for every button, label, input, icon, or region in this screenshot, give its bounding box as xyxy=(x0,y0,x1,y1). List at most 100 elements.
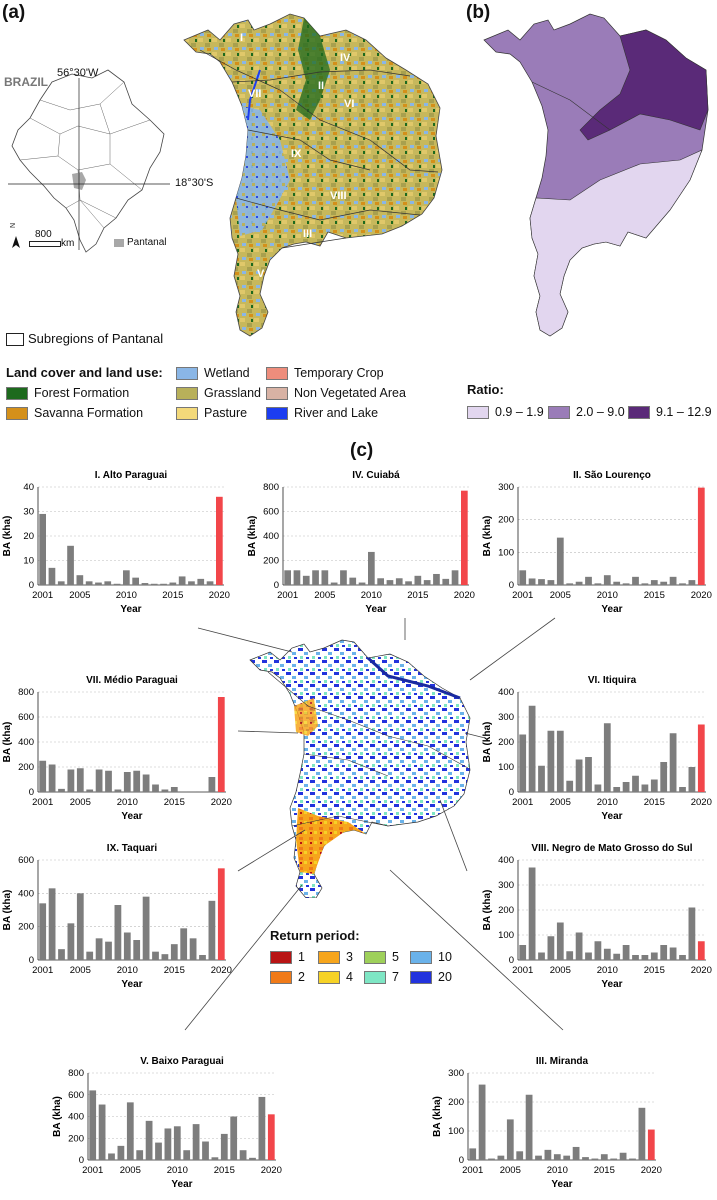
bar xyxy=(556,922,564,960)
bar xyxy=(669,576,677,585)
bar xyxy=(98,1104,106,1160)
bar xyxy=(48,567,56,585)
bar xyxy=(566,780,574,792)
bar xyxy=(95,582,102,585)
ratio-legend-mid: 2.0 – 9.0 xyxy=(548,405,625,419)
brazil-outline xyxy=(11,69,165,253)
bar xyxy=(169,582,177,585)
rp-legend-5: 5 xyxy=(364,950,399,964)
chart-miranda: III. Miranda 0 100 200 300 2001 2005 2010 2015 20… xyxy=(432,1056,662,1190)
subregion-label-i: I xyxy=(240,32,244,44)
bar xyxy=(132,577,139,585)
bar xyxy=(58,949,65,960)
bar xyxy=(538,579,545,585)
legend-swatch xyxy=(270,970,292,984)
bar xyxy=(216,496,223,585)
bar xyxy=(613,581,621,585)
y-axis-label: BA (kha) xyxy=(2,722,13,763)
y-axis-label: BA (kha) xyxy=(432,1096,443,1137)
bar xyxy=(358,582,366,585)
bar xyxy=(395,578,403,585)
y-tick-label: 400 xyxy=(18,888,34,899)
y-tick-label: 200 xyxy=(498,905,514,916)
subregion-label-vi: VI xyxy=(344,98,355,110)
x-tick-label: 2001 xyxy=(512,965,533,976)
bar xyxy=(230,1116,238,1160)
y-tick-label: 400 xyxy=(498,687,514,698)
panel-label-b: (b) xyxy=(466,2,491,23)
bar xyxy=(133,770,141,792)
y-tick-label: 600 xyxy=(18,855,34,866)
bar xyxy=(566,583,574,585)
legend-swatch xyxy=(467,405,489,419)
x-tick-label: 2005 xyxy=(120,1165,141,1176)
y-tick-label: 0 xyxy=(274,580,279,591)
x-tick-label: 2005 xyxy=(550,590,571,601)
legend-swatch xyxy=(364,950,386,964)
north-arrow-icon xyxy=(12,236,20,248)
pantanal-legend-label: Pantanal xyxy=(127,237,167,248)
x-tick-label: 2005 xyxy=(500,1165,521,1176)
scale-unit: km xyxy=(61,238,75,249)
legend-swatch xyxy=(6,406,28,420)
bar xyxy=(123,932,131,960)
y-tick-label: 200 xyxy=(498,515,514,526)
x-tick-label: 2005 xyxy=(314,590,335,601)
x-tick-label: 2001 xyxy=(32,965,53,976)
legend-swatch xyxy=(410,970,432,984)
bar xyxy=(330,582,338,585)
y-tick-label: 0 xyxy=(29,580,34,591)
y-tick-label: 100 xyxy=(498,930,514,941)
bar xyxy=(594,583,602,585)
inset-longitude-label: 56°30'W xyxy=(57,67,99,79)
bar xyxy=(386,580,394,585)
y-tick-label: 800 xyxy=(18,687,34,698)
bar xyxy=(563,1155,571,1160)
legend-wetland: Wetland xyxy=(176,366,250,380)
bar xyxy=(650,779,658,792)
bar xyxy=(547,936,555,960)
subregion-label-iii: III xyxy=(303,228,313,240)
bar xyxy=(170,787,178,792)
ratio-region-low xyxy=(529,149,703,337)
chart-title: V. Baixo Paraguai xyxy=(140,1056,224,1067)
x-tick-label: 2015 xyxy=(214,1165,235,1176)
bar xyxy=(258,1096,266,1160)
bar xyxy=(161,954,169,960)
bar xyxy=(123,772,131,792)
x-tick-label: 2005 xyxy=(550,965,571,976)
bar xyxy=(688,907,696,960)
x-tick-label: 2020 xyxy=(641,1165,662,1176)
bar xyxy=(660,581,668,585)
panel-label-a: (a) xyxy=(2,2,26,23)
ratio-region-high xyxy=(579,29,709,141)
bar xyxy=(669,947,677,960)
bar xyxy=(164,1128,172,1160)
bar xyxy=(528,578,536,585)
x-axis-label: Year xyxy=(121,979,142,990)
bar xyxy=(114,905,122,960)
rp-legend-20: 20 xyxy=(410,970,452,984)
chart-itiquira: VI. Itiquira 0 100 200 300 400 2001 2005 2010 201… xyxy=(482,675,712,822)
x-tick-label: 2001 xyxy=(32,590,53,601)
x-tick-label: 2015 xyxy=(162,590,183,601)
x-tick-label: 2020 xyxy=(691,797,712,808)
bar xyxy=(547,580,555,585)
y-tick-label: 20 xyxy=(23,531,34,542)
x-tick-label: 2010 xyxy=(361,590,382,601)
bar xyxy=(619,1152,627,1160)
legend-swatch xyxy=(410,950,432,964)
bar xyxy=(349,577,357,585)
bar xyxy=(284,570,291,585)
bar xyxy=(220,1133,228,1160)
bar xyxy=(312,570,319,585)
bar xyxy=(660,945,668,960)
bar xyxy=(180,791,188,792)
legend-swatch xyxy=(318,970,340,984)
inset-latitude-label: 18°30'S xyxy=(175,177,214,189)
bar xyxy=(133,940,141,960)
x-axis-label: Year xyxy=(551,1179,572,1190)
x-axis-label: Year xyxy=(365,604,386,615)
bar xyxy=(67,545,74,585)
bar xyxy=(155,1142,162,1160)
